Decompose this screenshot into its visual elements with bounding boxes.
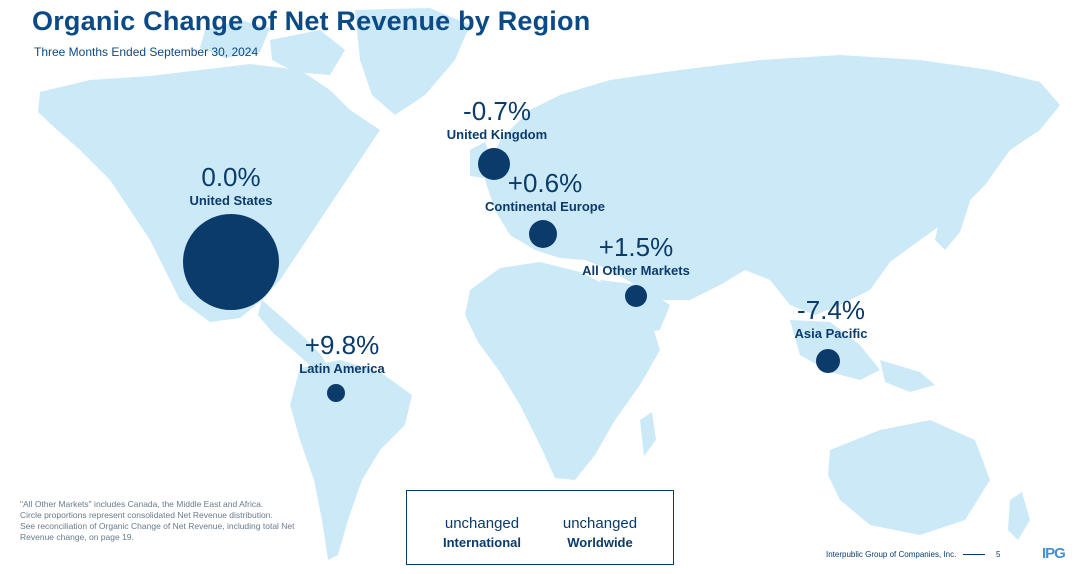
region-change: +1.5% xyxy=(598,232,674,262)
summary-value: unchanged xyxy=(562,515,638,532)
summary-box: unchanged International unchanged Worldw… xyxy=(406,490,674,565)
region-name: Latin America xyxy=(299,361,385,376)
page-number: 5 xyxy=(996,550,1001,559)
region-name: Continental Europe xyxy=(485,199,605,214)
region-name: All Other Markets xyxy=(582,263,690,278)
region-label-asia-pacific: -7.4% Asia Pacific xyxy=(731,295,931,343)
bubble-asia-pacific xyxy=(816,349,840,373)
region-name: United States xyxy=(189,193,273,208)
region-name: United Kingdom xyxy=(446,127,548,142)
footer-divider xyxy=(963,554,985,555)
summary-worldwide: unchanged Worldwide xyxy=(541,515,659,553)
region-change: 0.0% xyxy=(201,162,261,192)
page-subtitle: Three Months Ended September 30, 2024 xyxy=(34,45,259,59)
summary-international: unchanged International xyxy=(423,515,541,553)
bubble-all-other-markets xyxy=(625,285,647,307)
region-bubbles xyxy=(183,148,840,402)
world-map-landmass xyxy=(38,8,1060,560)
region-label-continental-europe: +0.6% Continental Europe xyxy=(445,168,645,216)
ipg-logo: IPG xyxy=(1042,545,1066,562)
summary-label: Worldwide xyxy=(567,535,633,550)
region-change: -7.4% xyxy=(797,295,865,325)
region-label-united-states: 0.0% United States xyxy=(131,162,331,210)
region-label-united-kingdom: -0.7% United Kingdom xyxy=(397,96,597,144)
summary-value: unchanged xyxy=(444,515,520,532)
region-change: -0.7% xyxy=(463,96,531,126)
footnote-line: Circle proportions represent consolidate… xyxy=(20,510,273,520)
bubble-united-kingdom xyxy=(478,148,510,180)
summary-label: International xyxy=(442,535,521,550)
region-name: Asia Pacific xyxy=(794,326,868,341)
region-change: +0.6% xyxy=(507,168,583,198)
footer-company: Interpublic Group of Companies, Inc. xyxy=(826,550,957,559)
footnote-line: See reconciliation of Organic Change of … xyxy=(20,521,295,542)
region-label-all-other-markets: +1.5% All Other Markets xyxy=(536,232,736,280)
footnote: "All Other Markets" includes Canada, the… xyxy=(20,499,305,543)
footnote-line: "All Other Markets" includes Canada, the… xyxy=(20,499,264,509)
page-title: Organic Change of Net Revenue by Region xyxy=(32,6,591,36)
region-label-latin-america: +9.8% Latin America xyxy=(242,330,442,378)
bubble-latin-america xyxy=(327,384,345,402)
bubble-united-states xyxy=(183,214,279,310)
bubble-continental-europe xyxy=(529,220,557,248)
region-change: +9.8% xyxy=(304,330,380,360)
